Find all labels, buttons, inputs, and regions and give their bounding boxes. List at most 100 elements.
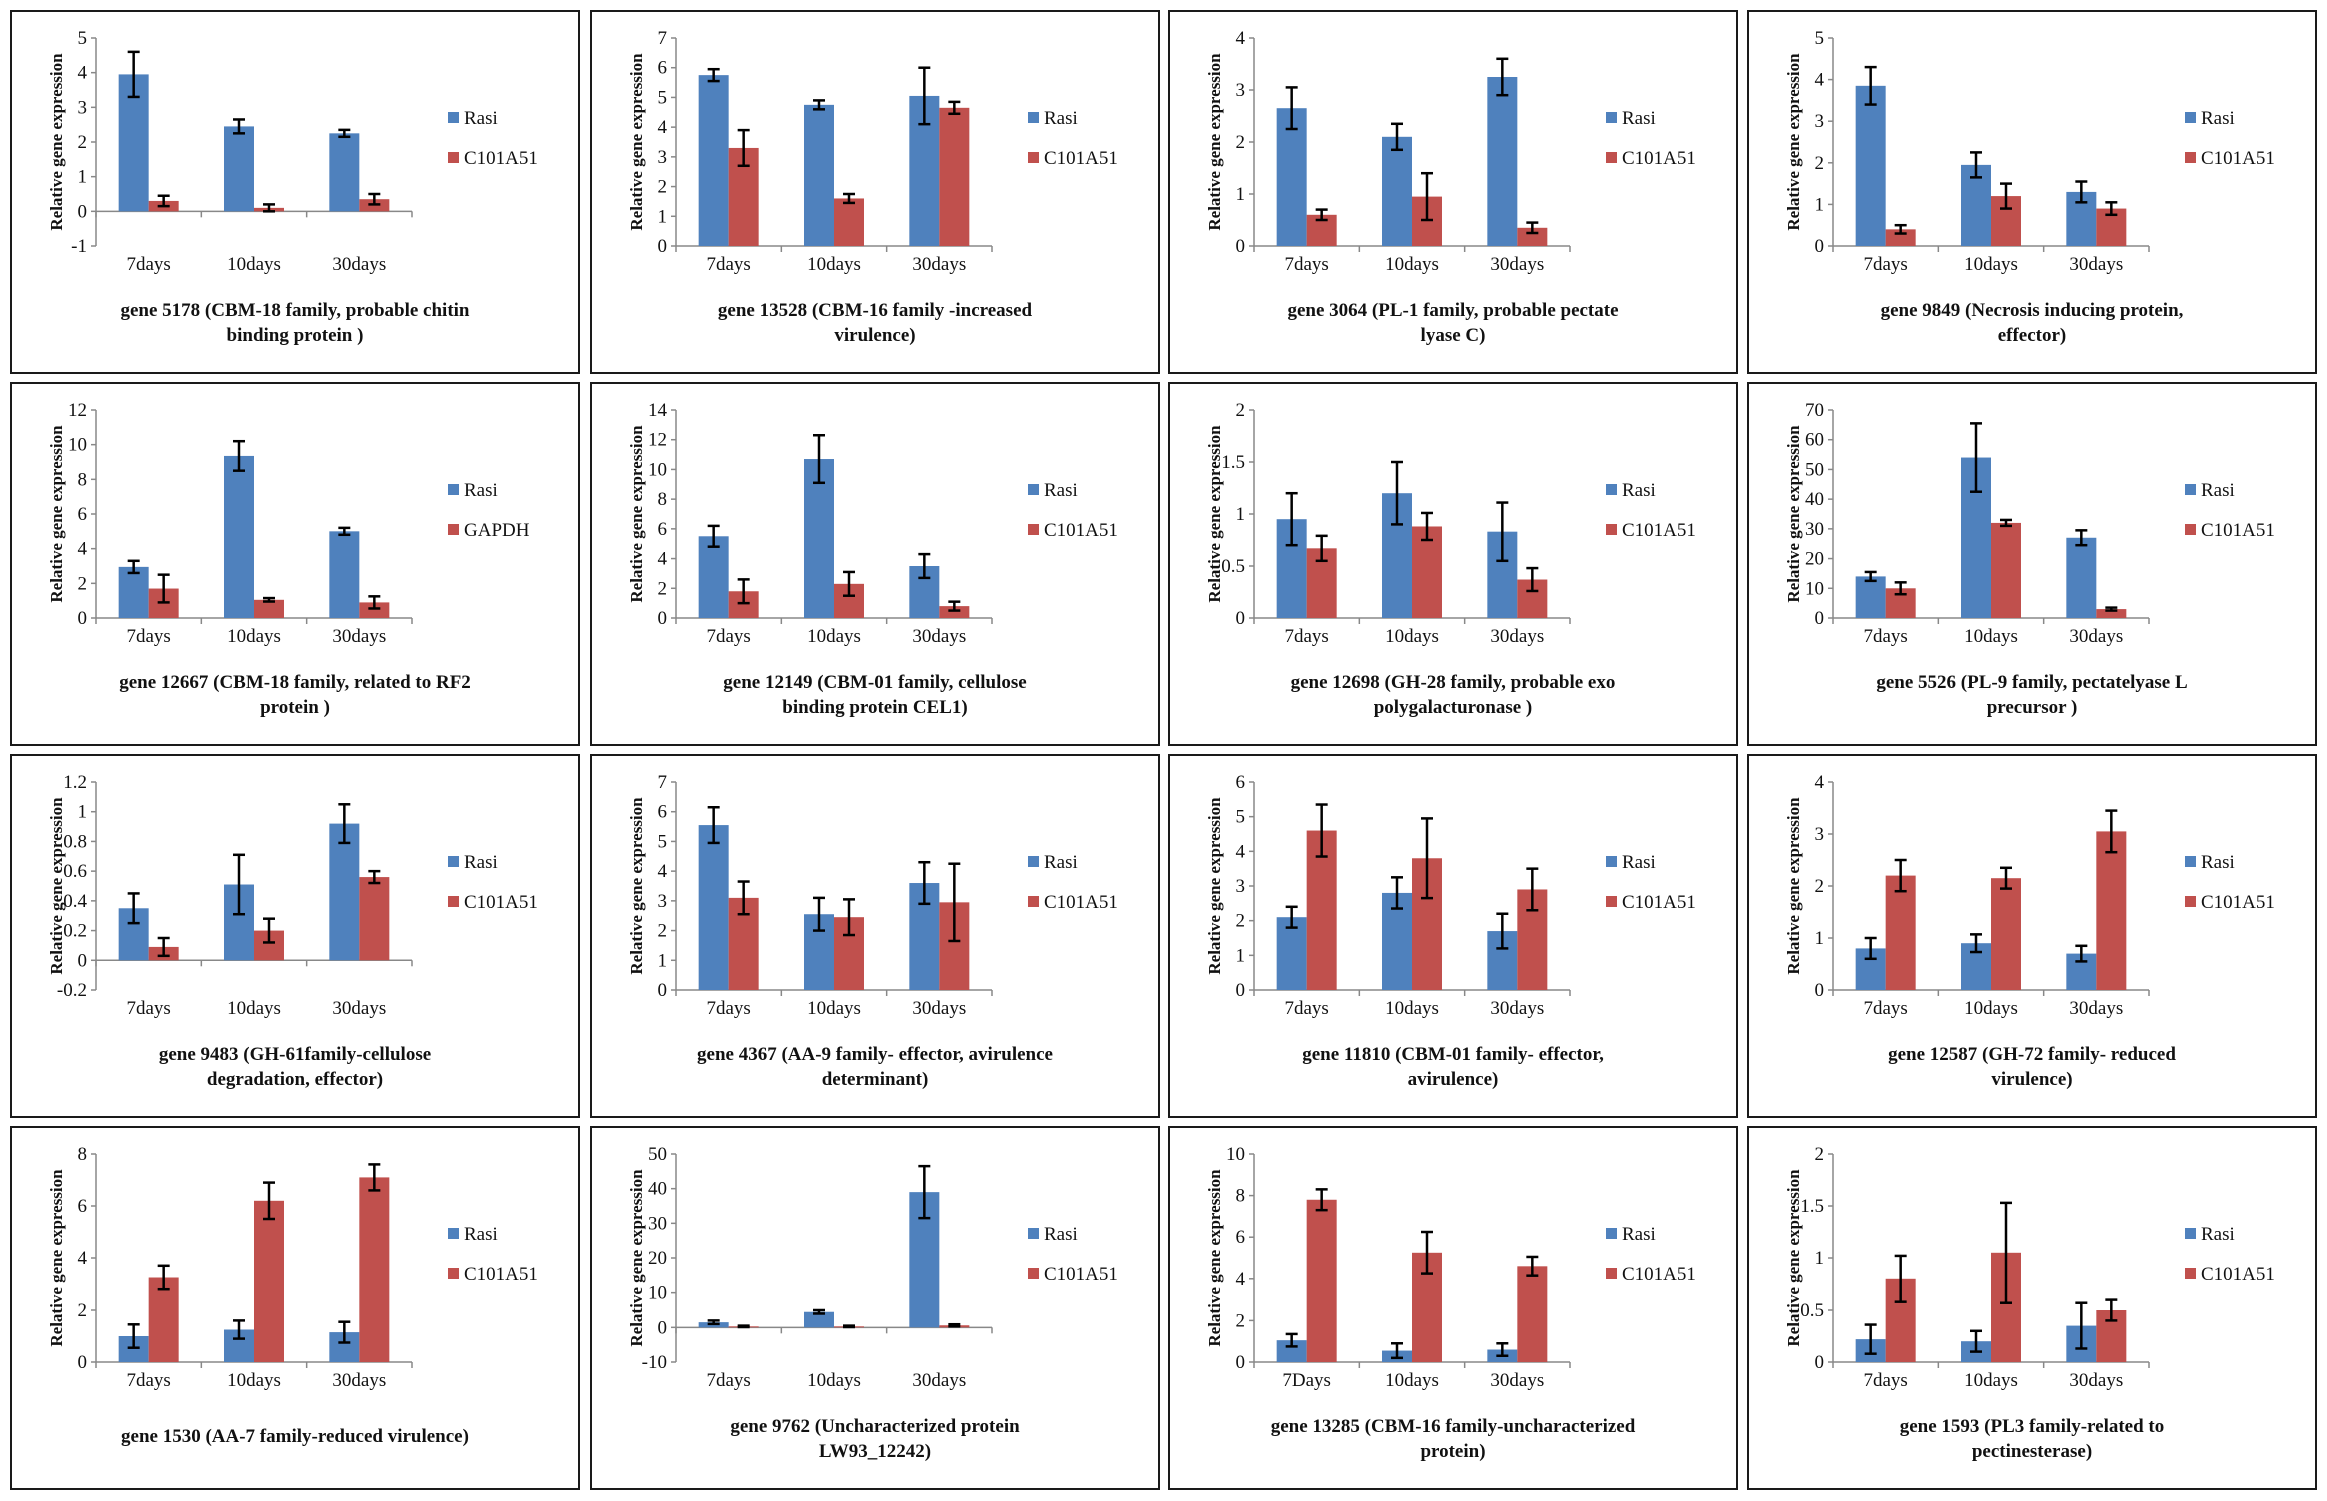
bar bbox=[329, 531, 360, 618]
y-tick-label: -0.2 bbox=[57, 980, 87, 1001]
chart-panel: Relative gene expression -1 0 1 2 3 4 5 7days 10d… bbox=[10, 10, 580, 374]
x-tick-label: 7days bbox=[127, 254, 171, 275]
x-tick-label: 10days bbox=[1964, 998, 2018, 1019]
y-tick-label: 2 bbox=[78, 132, 88, 153]
y-tick-label: 2 bbox=[78, 573, 88, 594]
y-tick-label: 2 bbox=[1815, 1144, 1825, 1165]
y-tick-label: 1 bbox=[658, 206, 668, 227]
y-tick-label: 3 bbox=[1236, 876, 1246, 897]
chart-title-line: gene 9762 (Uncharacterized protein bbox=[730, 1416, 1020, 1437]
y-tick-label: 0 bbox=[78, 950, 88, 971]
chart-svg: Relative gene expression 0 1 2 3 4 5 6 7 7days 10d… bbox=[627, 772, 1118, 1019]
chart-svg: Relative gene expression -0.2 0 0.2 0.4 0.6 0.… bbox=[47, 772, 538, 1019]
chart-title-line: gene 12149 (CBM-01 family, cellulose bbox=[723, 672, 1027, 693]
x-tick-label: 10days bbox=[1964, 1370, 2018, 1391]
y-tick-label: 5 bbox=[78, 28, 88, 49]
chart-title-line: degradation, effector) bbox=[206, 1069, 384, 1090]
legend-label: Rasi bbox=[1622, 852, 1656, 873]
chart-title-line: gene 12587 (GH-72 family- reduced bbox=[1888, 1044, 2176, 1065]
bar bbox=[1885, 875, 1916, 990]
y-tick-label: 20 bbox=[648, 1248, 667, 1269]
y-tick-label: 10 bbox=[648, 459, 667, 480]
y-tick-label: 2 bbox=[1236, 1310, 1246, 1331]
y-tick-label: 7 bbox=[658, 772, 668, 793]
chart-svg: Relative gene expression 0 1 2 3 4 7days 10days… bbox=[1205, 28, 1696, 275]
y-tick-label: 10 bbox=[1805, 578, 1824, 599]
y-tick-label: 8 bbox=[78, 469, 88, 490]
y-tick-label: 3 bbox=[658, 891, 668, 912]
y-tick-label: 6 bbox=[78, 504, 88, 525]
x-tick-label: 30days bbox=[332, 254, 386, 275]
x-tick-label: 30days bbox=[332, 998, 386, 1019]
x-tick-label: 10days bbox=[1385, 1370, 1439, 1391]
y-axis-label: Relative gene expression bbox=[47, 53, 66, 231]
bar bbox=[698, 536, 729, 618]
y-tick-label: -10 bbox=[642, 1352, 667, 1373]
legend-swatch bbox=[1028, 524, 1039, 535]
y-tick-label: 6 bbox=[78, 1196, 88, 1217]
bar bbox=[804, 459, 834, 618]
chart-svg: Relative gene expression 0 10 20 30 40 50 60 70 7… bbox=[1784, 400, 2275, 647]
chart-title: gene 1593 (PL3 family-related to pectines… bbox=[1749, 1414, 2315, 1464]
y-tick-label: 6 bbox=[658, 802, 668, 823]
chart-panel: Relative gene expression 0 2 4 6 8 10 12 14 7days… bbox=[590, 382, 1160, 746]
y-tick-label: 0 bbox=[1236, 236, 1246, 257]
y-tick-label: 50 bbox=[648, 1144, 667, 1165]
x-tick-label: 7Days bbox=[1282, 1370, 1331, 1391]
y-tick-label: 0 bbox=[1815, 1352, 1825, 1373]
legend-swatch bbox=[1606, 896, 1617, 907]
y-tick-label: 1 bbox=[1815, 194, 1825, 215]
y-tick-label: 0.4 bbox=[63, 891, 87, 912]
bar bbox=[698, 825, 729, 990]
bar bbox=[1276, 108, 1307, 246]
y-tick-label: 0 bbox=[1815, 980, 1825, 1001]
chart-title: gene 4367 (AA-9 family- effector, avirul… bbox=[592, 1042, 1158, 1092]
legend-label: C101A51 bbox=[2201, 148, 2275, 169]
x-tick-label: 10days bbox=[227, 998, 281, 1019]
chart-title: gene 11810 (CBM-01 family- effector, avir… bbox=[1170, 1042, 1736, 1092]
chart-title-line: gene 9483 (GH-61family-cellulose bbox=[158, 1044, 432, 1065]
chart-title-line: effector) bbox=[1997, 325, 2067, 346]
chart-title: gene 12667 (CBM-18 family, related to RF… bbox=[12, 670, 578, 720]
y-tick-label: 12 bbox=[68, 400, 87, 421]
y-axis-label: Relative gene expression bbox=[627, 1169, 646, 1347]
legend-swatch bbox=[1606, 152, 1617, 163]
x-tick-label: 10days bbox=[1385, 998, 1439, 1019]
chart-panel: Relative gene expression 0 2 4 6 8 7days 10days… bbox=[10, 1126, 580, 1490]
chart-title-line: binding protein CEL1) bbox=[782, 697, 968, 718]
y-tick-label: 0 bbox=[1236, 1352, 1246, 1373]
legend-swatch bbox=[1028, 152, 1039, 163]
bar bbox=[118, 566, 149, 618]
chart-title-line: protein) bbox=[1420, 1441, 1486, 1462]
legend-label: C101A51 bbox=[464, 148, 538, 169]
x-tick-label: 7days bbox=[127, 626, 171, 647]
bar bbox=[698, 75, 729, 246]
legend-swatch bbox=[1606, 484, 1617, 495]
legend-swatch bbox=[448, 896, 459, 907]
bar bbox=[1991, 878, 2021, 990]
chart-title: gene 12698 (GH-28 family, probable exo po… bbox=[1170, 670, 1736, 720]
chart-panel: Relative gene expression 0 1 2 3 4 5 6 7days 10da… bbox=[1168, 754, 1738, 1118]
y-tick-label: 1 bbox=[1236, 504, 1246, 525]
y-tick-label: 4 bbox=[1236, 841, 1246, 862]
legend-label: Rasi bbox=[2201, 480, 2235, 501]
y-tick-label: 0 bbox=[78, 608, 88, 629]
chart-svg: Relative gene expression 0 0.5 1 1.5 2 7days 10… bbox=[1205, 400, 1696, 647]
legend-swatch bbox=[1606, 856, 1617, 867]
y-tick-label: 0.5 bbox=[1800, 1300, 1824, 1321]
bar bbox=[224, 455, 254, 618]
bar bbox=[329, 823, 360, 961]
x-tick-label: 10days bbox=[807, 998, 861, 1019]
x-tick-label: 10days bbox=[1385, 626, 1439, 647]
chart-title: gene 13528 (CBM-16 family -increased viru… bbox=[592, 298, 1158, 348]
y-tick-label: 5 bbox=[658, 87, 668, 108]
legend-swatch bbox=[448, 112, 459, 123]
y-tick-label: 20 bbox=[1805, 549, 1824, 570]
y-tick-label: 30 bbox=[648, 1213, 667, 1234]
y-tick-label: 8 bbox=[1236, 1186, 1246, 1207]
x-tick-label: 10days bbox=[807, 626, 861, 647]
chart-svg: Relative gene expression 0 1 2 3 4 5 7days 10day… bbox=[1784, 28, 2275, 275]
legend-swatch bbox=[1028, 484, 1039, 495]
y-tick-label: 0 bbox=[658, 608, 668, 629]
legend-swatch bbox=[1606, 112, 1617, 123]
